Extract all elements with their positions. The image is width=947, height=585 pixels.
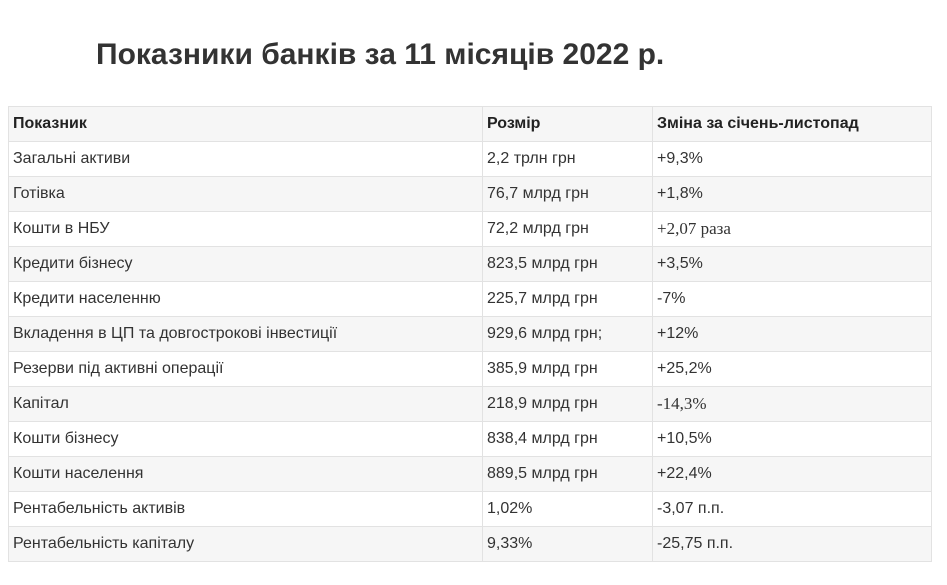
cell-change: -25,75 п.п. (652, 526, 932, 562)
table-row: Кошти в НБУ 72,2 млрд грн +2,07 раза (8, 211, 932, 247)
cell-size: 385,9 млрд грн (482, 351, 653, 387)
cell-change: +25,2% (652, 351, 932, 387)
cell-change: +22,4% (652, 456, 932, 492)
table-row: Рентабельність активів 1,02% -3,07 п.п. (8, 491, 932, 527)
cell-indicator: Кредити бізнесу (8, 246, 483, 282)
cell-indicator: Готівка (8, 176, 483, 212)
cell-indicator: Рентабельність капіталу (8, 526, 483, 562)
cell-indicator: Кошти в НБУ (8, 211, 483, 247)
cell-change: +1,8% (652, 176, 932, 212)
table-row: Резерви під активні операції 385,9 млрд … (8, 351, 932, 387)
cell-size: 225,7 млрд грн (482, 281, 653, 317)
cell-indicator: Капітал (8, 386, 483, 422)
table-row: Кредити бізнесу 823,5 млрд грн +3,5% (8, 246, 932, 282)
cell-change: +12% (652, 316, 932, 352)
bank-indicators-table: Показник Розмір Зміна за січень-листопад… (8, 106, 932, 562)
cell-size: 889,5 млрд грн (482, 456, 653, 492)
cell-size: 218,9 млрд грн (482, 386, 653, 422)
table-row: Кошти бізнесу 838,4 млрд грн +10,5% (8, 421, 932, 457)
cell-size: 823,5 млрд грн (482, 246, 653, 282)
table-row: Капітал 218,9 млрд грн -14,3% (8, 386, 932, 422)
cell-change: +2,07 раза (652, 211, 932, 247)
table-row: Вкладення в ЦП та довгострокові інвестиц… (8, 316, 932, 352)
header-indicator: Показник (8, 106, 483, 142)
cell-indicator: Кошти бізнесу (8, 421, 483, 457)
cell-size: 76,7 млрд грн (482, 176, 653, 212)
table-row: Рентабельність капіталу 9,33% -25,75 п.п… (8, 526, 932, 562)
cell-change: +10,5% (652, 421, 932, 457)
cell-indicator: Загальні активи (8, 141, 483, 177)
table-row: Кредити населенню 225,7 млрд грн -7% (8, 281, 932, 317)
cell-indicator: Рентабельність активів (8, 491, 483, 527)
cell-indicator: Кошти населення (8, 456, 483, 492)
cell-size: 838,4 млрд грн (482, 421, 653, 457)
table-row: Кошти населення 889,5 млрд грн +22,4% (8, 456, 932, 492)
table-row: Готівка 76,7 млрд грн +1,8% (8, 176, 932, 212)
table-header-row: Показник Розмір Зміна за січень-листопад (8, 106, 932, 142)
cell-size: 9,33% (482, 526, 653, 562)
cell-indicator: Резерви під активні операції (8, 351, 483, 387)
cell-change: -14,3% (652, 386, 932, 422)
cell-change: +3,5% (652, 246, 932, 282)
cell-change: -3,07 п.п. (652, 491, 932, 527)
cell-change: -7% (652, 281, 932, 317)
cell-indicator: Кредити населенню (8, 281, 483, 317)
cell-change: +9,3% (652, 141, 932, 177)
header-size: Розмір (482, 106, 653, 142)
table-row: Загальні активи 2,2 трлн грн +9,3% (8, 141, 932, 177)
cell-indicator: Вкладення в ЦП та довгострокові інвестиц… (8, 316, 483, 352)
header-change: Зміна за січень-листопад (652, 106, 932, 142)
cell-size: 1,02% (482, 491, 653, 527)
cell-size: 929,6 млрд грн; (482, 316, 653, 352)
cell-size: 2,2 трлн грн (482, 141, 653, 177)
page-title: Показники банків за 11 місяців 2022 р. (96, 38, 665, 71)
cell-size: 72,2 млрд грн (482, 211, 653, 247)
